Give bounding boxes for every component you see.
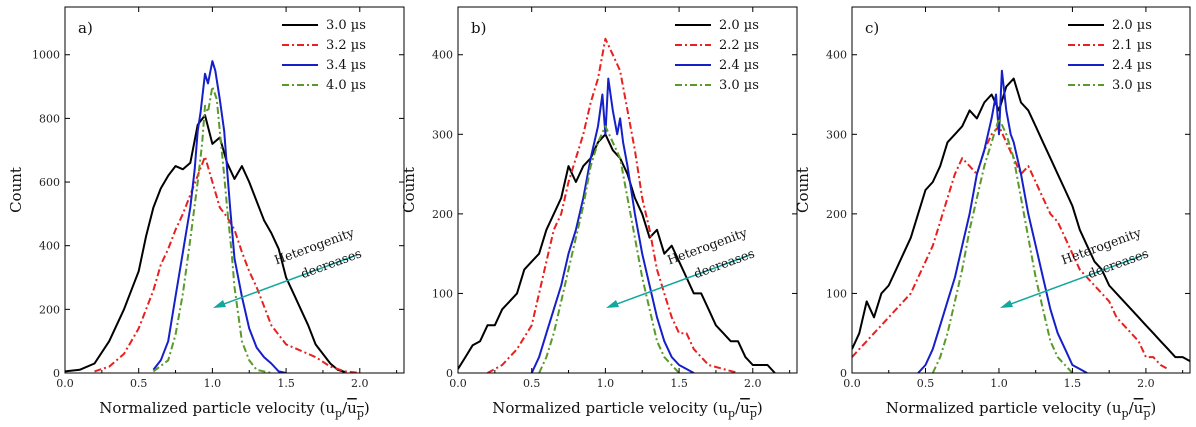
- trend-arrow-head: [606, 300, 619, 308]
- legend-label: 3.0 µs: [326, 18, 366, 33]
- y-tick-label: 0: [53, 367, 60, 380]
- series-group: [458, 37, 776, 373]
- x-axis-label-text: Normalized particle velocity (u: [886, 399, 1122, 417]
- x-axis-label-over: u: [347, 399, 357, 417]
- series-group: [65, 60, 360, 373]
- x-axis-label-sub: p: [750, 407, 757, 420]
- y-tick-label: 100: [432, 287, 453, 300]
- y-tick-label: 200: [826, 208, 847, 221]
- legend-label: 3.0 µs: [1112, 78, 1152, 93]
- y-tick-label: 200: [432, 208, 453, 221]
- x-axis-label-close: ): [364, 399, 370, 417]
- trend-arrow-head: [1000, 300, 1013, 308]
- x-axis-label-over: u: [1134, 399, 1144, 417]
- y-tick-label: 0: [446, 367, 453, 380]
- panel-label: a): [78, 19, 93, 37]
- x-tick-label: 2.0: [1137, 377, 1155, 390]
- y-tick-label: 200: [39, 303, 60, 316]
- legend-label: 2.2 µs: [719, 38, 759, 53]
- y-tick-label: 300: [432, 128, 453, 141]
- y-tick-label: 600: [39, 176, 60, 189]
- x-tick-label: 2.0: [744, 377, 762, 390]
- x-axis-label-close: ): [757, 399, 763, 417]
- plot-frame: [851, 6, 1191, 374]
- y-axis-label: Count: [400, 167, 418, 213]
- x-tick-label: 1.5: [277, 377, 295, 390]
- x-tick-label: 0.0: [843, 377, 861, 390]
- y-axis-label: Count: [794, 167, 812, 213]
- y-tick-label: 100: [826, 287, 847, 300]
- x-axis-label-sub: p: [357, 407, 364, 420]
- y-tick-label: 300: [826, 128, 847, 141]
- series-line-4: [538, 125, 680, 373]
- series-line-2: [94, 155, 360, 373]
- chart-panel-3: 0.0 0.5 1.0 1.5 2.0 0 100 200 300 400 c) Count Norma…: [794, 6, 1191, 420]
- trend-arrow-shaft: [1006, 254, 1145, 307]
- x-tick-label: 0.5: [523, 377, 541, 390]
- chart-panel-1: 0.0 0.5 1.0 1.5 2.0 0 200 400 600 800 1000 a) Count N…: [7, 6, 405, 420]
- legend-label: 2.1 µs: [1112, 38, 1152, 53]
- x-axis-label-sub: p: [335, 407, 342, 420]
- x-tick-label: 0.0: [56, 377, 74, 390]
- panel-label: b): [471, 19, 486, 37]
- y-axis-label: Count: [7, 167, 25, 213]
- y-tick-label: 400: [432, 49, 453, 62]
- legend-label: 3.0 µs: [719, 78, 759, 93]
- x-axis-label-sub: p: [728, 407, 735, 420]
- x-tick-label: 1.0: [204, 377, 222, 390]
- series-line-3: [917, 69, 1088, 373]
- x-tick-label: 1.5: [670, 377, 688, 390]
- x-axis-label: Normalized particle velocity (up/up): [99, 399, 369, 420]
- x-tick-label: 0.0: [449, 377, 467, 390]
- plot-frame: [64, 6, 405, 374]
- x-axis-label-sub: p: [1143, 407, 1150, 420]
- y-tick-label: 400: [39, 240, 60, 253]
- x-tick-label: 1.0: [597, 377, 615, 390]
- series-line-3: [530, 77, 695, 373]
- x-tick-label: 2.0: [351, 377, 369, 390]
- x-axis-label-close: ): [1150, 399, 1156, 417]
- x-axis-label-sub: p: [1122, 407, 1129, 420]
- series-line-2: [852, 125, 1169, 370]
- x-axis-label: Normalized particle velocity (up/up): [886, 399, 1156, 420]
- chart-panel-2: 0.0 0.5 1.0 1.5 2.0 0 100 200 300 400 b) Count Norma…: [400, 6, 798, 420]
- trend-arrow-shaft: [219, 254, 358, 307]
- trend-arrow-head: [213, 300, 226, 308]
- plot-frame: [457, 6, 798, 374]
- series-line-1: [65, 114, 346, 373]
- y-tick-label: 1000: [32, 49, 60, 62]
- legend-label: 3.4 µs: [326, 58, 366, 73]
- x-tick-label: 1.0: [990, 377, 1008, 390]
- series-line-4: [931, 117, 1074, 373]
- x-axis-label-text: Normalized particle velocity (u: [99, 399, 335, 417]
- legend-label: 2.0 µs: [719, 18, 759, 33]
- y-tick-label: 400: [826, 49, 847, 62]
- legend-label: 2.4 µs: [1112, 58, 1152, 73]
- y-tick-label: 800: [39, 112, 60, 125]
- x-tick-label: 1.5: [1064, 377, 1082, 390]
- series-line-3: [152, 60, 287, 373]
- x-axis-label-text: Normalized particle velocity (u: [492, 399, 728, 417]
- legend-label: 2.0 µs: [1112, 18, 1152, 33]
- trend-arrow-shaft: [612, 254, 751, 307]
- x-axis-label-slash: /: [342, 399, 348, 417]
- x-tick-label: 0.5: [917, 377, 935, 390]
- y-tick-label: 0: [840, 367, 847, 380]
- legend-label: 3.2 µs: [326, 38, 366, 53]
- x-tick-label: 0.5: [130, 377, 148, 390]
- x-axis-label: Normalized particle velocity (up/up): [492, 399, 762, 420]
- panel-label: c): [865, 19, 879, 37]
- x-axis-label-slash: /: [735, 399, 741, 417]
- series-group: [852, 69, 1190, 373]
- legend-label: 4.0 µs: [326, 78, 366, 93]
- x-axis-label-over: u: [740, 399, 750, 417]
- x-axis-label-slash: /: [1129, 399, 1135, 417]
- series-line-1: [852, 77, 1190, 362]
- series-line-2: [487, 37, 739, 373]
- series-line-4: [152, 85, 272, 373]
- series-line-1: [458, 133, 776, 373]
- legend-label: 2.4 µs: [719, 58, 759, 73]
